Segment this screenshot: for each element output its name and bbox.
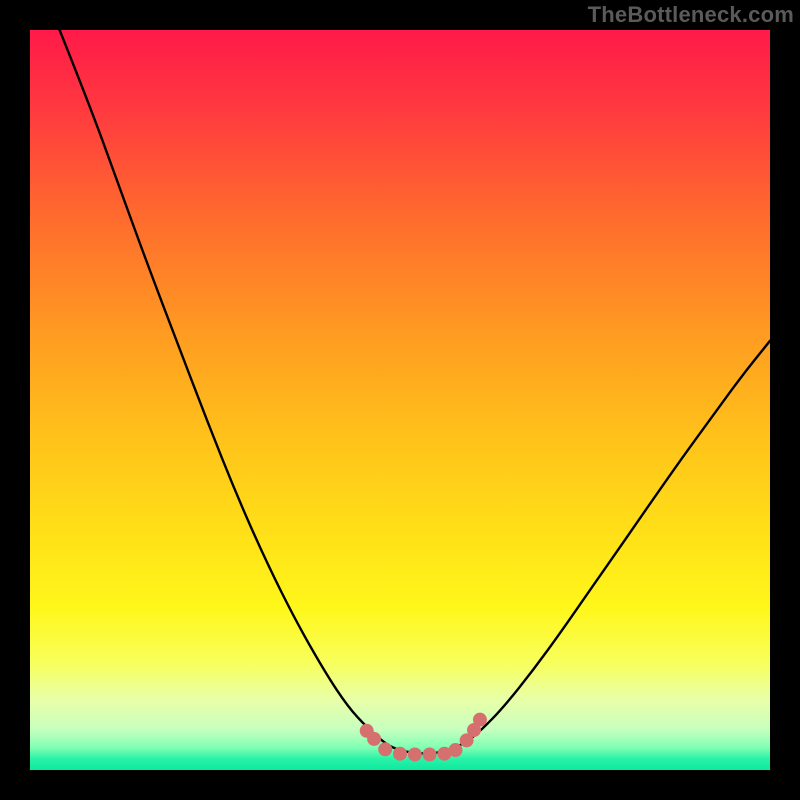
watermark-text: TheBottleneck.com	[588, 2, 794, 28]
marker-dot	[423, 748, 436, 761]
marker-dot	[379, 743, 392, 756]
marker-dot	[473, 713, 486, 726]
marker-dot	[368, 732, 381, 745]
marker-dot	[408, 748, 421, 761]
bottleneck-curve-chart	[0, 0, 800, 800]
plot-background	[30, 30, 770, 770]
marker-dot	[394, 747, 407, 760]
marker-dot	[449, 744, 462, 757]
chart-stage: TheBottleneck.com	[0, 0, 800, 800]
